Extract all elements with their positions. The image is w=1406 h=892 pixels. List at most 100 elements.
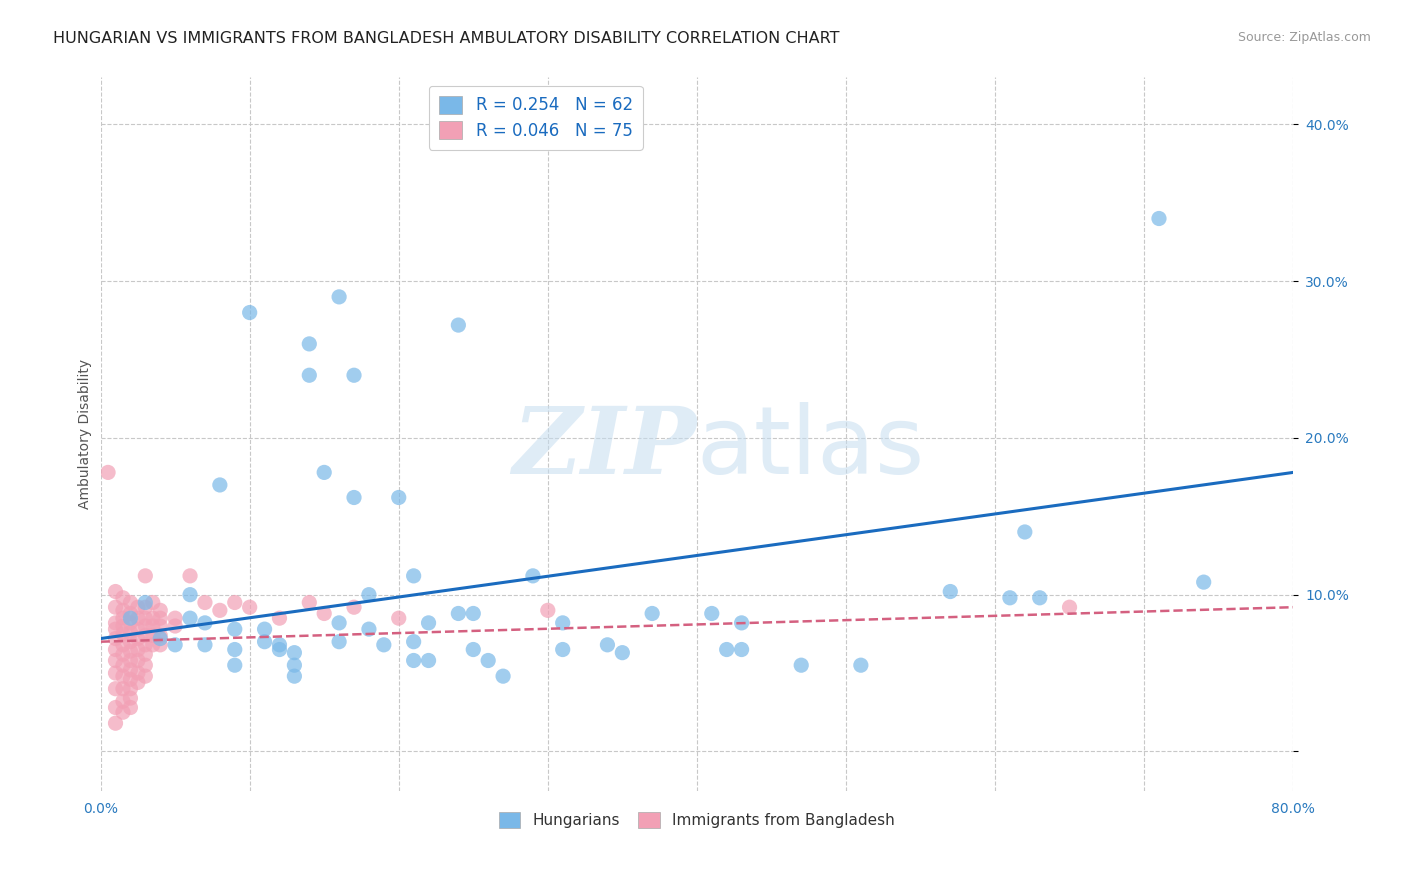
Point	[1014, 524, 1036, 539]
Point	[641, 607, 664, 621]
Point	[104, 700, 127, 714]
Point	[551, 615, 574, 630]
Point	[477, 653, 499, 667]
Point	[165, 619, 187, 633]
Point	[269, 638, 291, 652]
Point	[537, 603, 560, 617]
Point	[328, 615, 350, 630]
Point	[104, 642, 127, 657]
Point	[134, 569, 156, 583]
Point	[418, 653, 440, 667]
Point	[447, 607, 470, 621]
Point	[194, 615, 217, 630]
Point	[730, 615, 752, 630]
Point	[104, 681, 127, 696]
Point	[208, 478, 231, 492]
Point	[111, 681, 134, 696]
Point	[269, 642, 291, 657]
Point	[120, 681, 142, 696]
Point	[134, 600, 156, 615]
Point	[492, 669, 515, 683]
Text: ZIP: ZIP	[513, 403, 697, 493]
Point	[120, 653, 142, 667]
Point	[134, 658, 156, 673]
Point	[134, 628, 156, 642]
Point	[1192, 575, 1215, 590]
Point	[134, 611, 156, 625]
Point	[134, 669, 156, 683]
Point	[149, 632, 172, 646]
Point	[194, 595, 217, 609]
Point	[120, 663, 142, 677]
Point	[104, 600, 127, 615]
Point	[120, 615, 142, 630]
Point	[357, 588, 380, 602]
Point	[179, 611, 201, 625]
Point	[134, 647, 156, 661]
Point	[120, 625, 142, 640]
Point	[111, 705, 134, 719]
Point	[194, 638, 217, 652]
Point	[111, 638, 134, 652]
Point	[104, 615, 127, 630]
Point	[149, 611, 172, 625]
Point	[149, 628, 172, 642]
Point	[127, 666, 149, 681]
Point	[790, 658, 813, 673]
Point	[357, 622, 380, 636]
Point	[388, 491, 411, 505]
Point	[104, 622, 127, 636]
Point	[402, 634, 425, 648]
Point	[149, 619, 172, 633]
Point	[224, 622, 246, 636]
Point	[165, 638, 187, 652]
Text: atlas: atlas	[697, 402, 925, 494]
Point	[283, 669, 305, 683]
Point	[127, 653, 149, 667]
Point	[402, 569, 425, 583]
Point	[111, 694, 134, 708]
Point	[142, 628, 165, 642]
Point	[111, 658, 134, 673]
Point	[388, 611, 411, 625]
Point	[314, 607, 336, 621]
Point	[149, 603, 172, 617]
Point	[224, 642, 246, 657]
Point	[522, 569, 544, 583]
Point	[127, 622, 149, 636]
Point	[111, 591, 134, 605]
Point	[730, 642, 752, 657]
Point	[269, 611, 291, 625]
Point	[127, 642, 149, 657]
Point	[551, 642, 574, 657]
Point	[998, 591, 1021, 605]
Point	[104, 584, 127, 599]
Point	[134, 619, 156, 633]
Point	[179, 569, 201, 583]
Point	[97, 466, 120, 480]
Point	[134, 638, 156, 652]
Point	[134, 595, 156, 609]
Point	[104, 666, 127, 681]
Point	[179, 588, 201, 602]
Point	[298, 337, 321, 351]
Point	[343, 368, 366, 383]
Text: Source: ZipAtlas.com: Source: ZipAtlas.com	[1237, 31, 1371, 45]
Point	[111, 669, 134, 683]
Point	[120, 644, 142, 658]
Text: HUNGARIAN VS IMMIGRANTS FROM BANGLADESH AMBULATORY DISABILITY CORRELATION CHART: HUNGARIAN VS IMMIGRANTS FROM BANGLADESH …	[53, 31, 839, 46]
Point	[328, 634, 350, 648]
Point	[224, 658, 246, 673]
Point	[343, 491, 366, 505]
Point	[142, 595, 165, 609]
Point	[127, 600, 149, 615]
Point	[111, 647, 134, 661]
Point	[849, 658, 872, 673]
Point	[343, 600, 366, 615]
Point	[104, 716, 127, 731]
Point	[120, 700, 142, 714]
Point	[253, 634, 276, 648]
Point	[142, 638, 165, 652]
Point	[142, 611, 165, 625]
Point	[447, 318, 470, 332]
